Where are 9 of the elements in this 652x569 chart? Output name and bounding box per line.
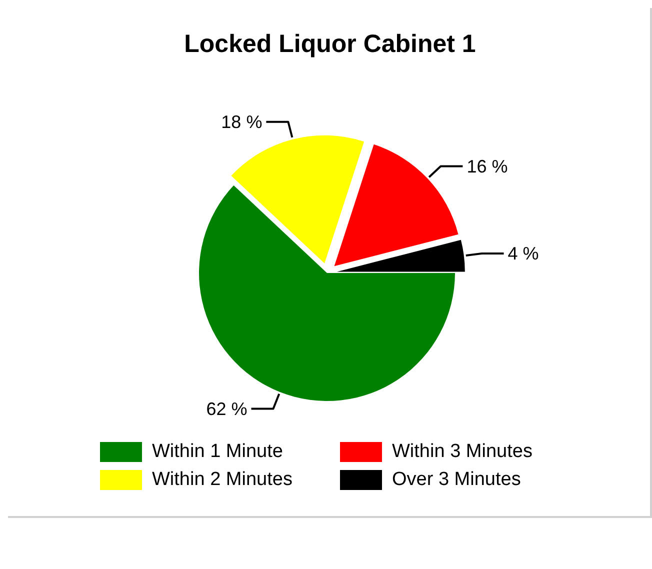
data-label: 18 % — [221, 112, 262, 132]
legend-label: Over 3 Minutes — [392, 469, 521, 491]
data-label: 62 % — [206, 399, 248, 420]
legend-label: Within 2 Minutes — [152, 469, 292, 491]
data-label: 16 % — [466, 156, 508, 177]
legend-label: Within 3 Minutes — [392, 441, 532, 463]
legend-label: Within 1 Minute — [152, 441, 283, 463]
data-label: 4 % — [508, 244, 539, 264]
chart-title: Locked Liquor Cabinet 1 — [183, 30, 477, 59]
